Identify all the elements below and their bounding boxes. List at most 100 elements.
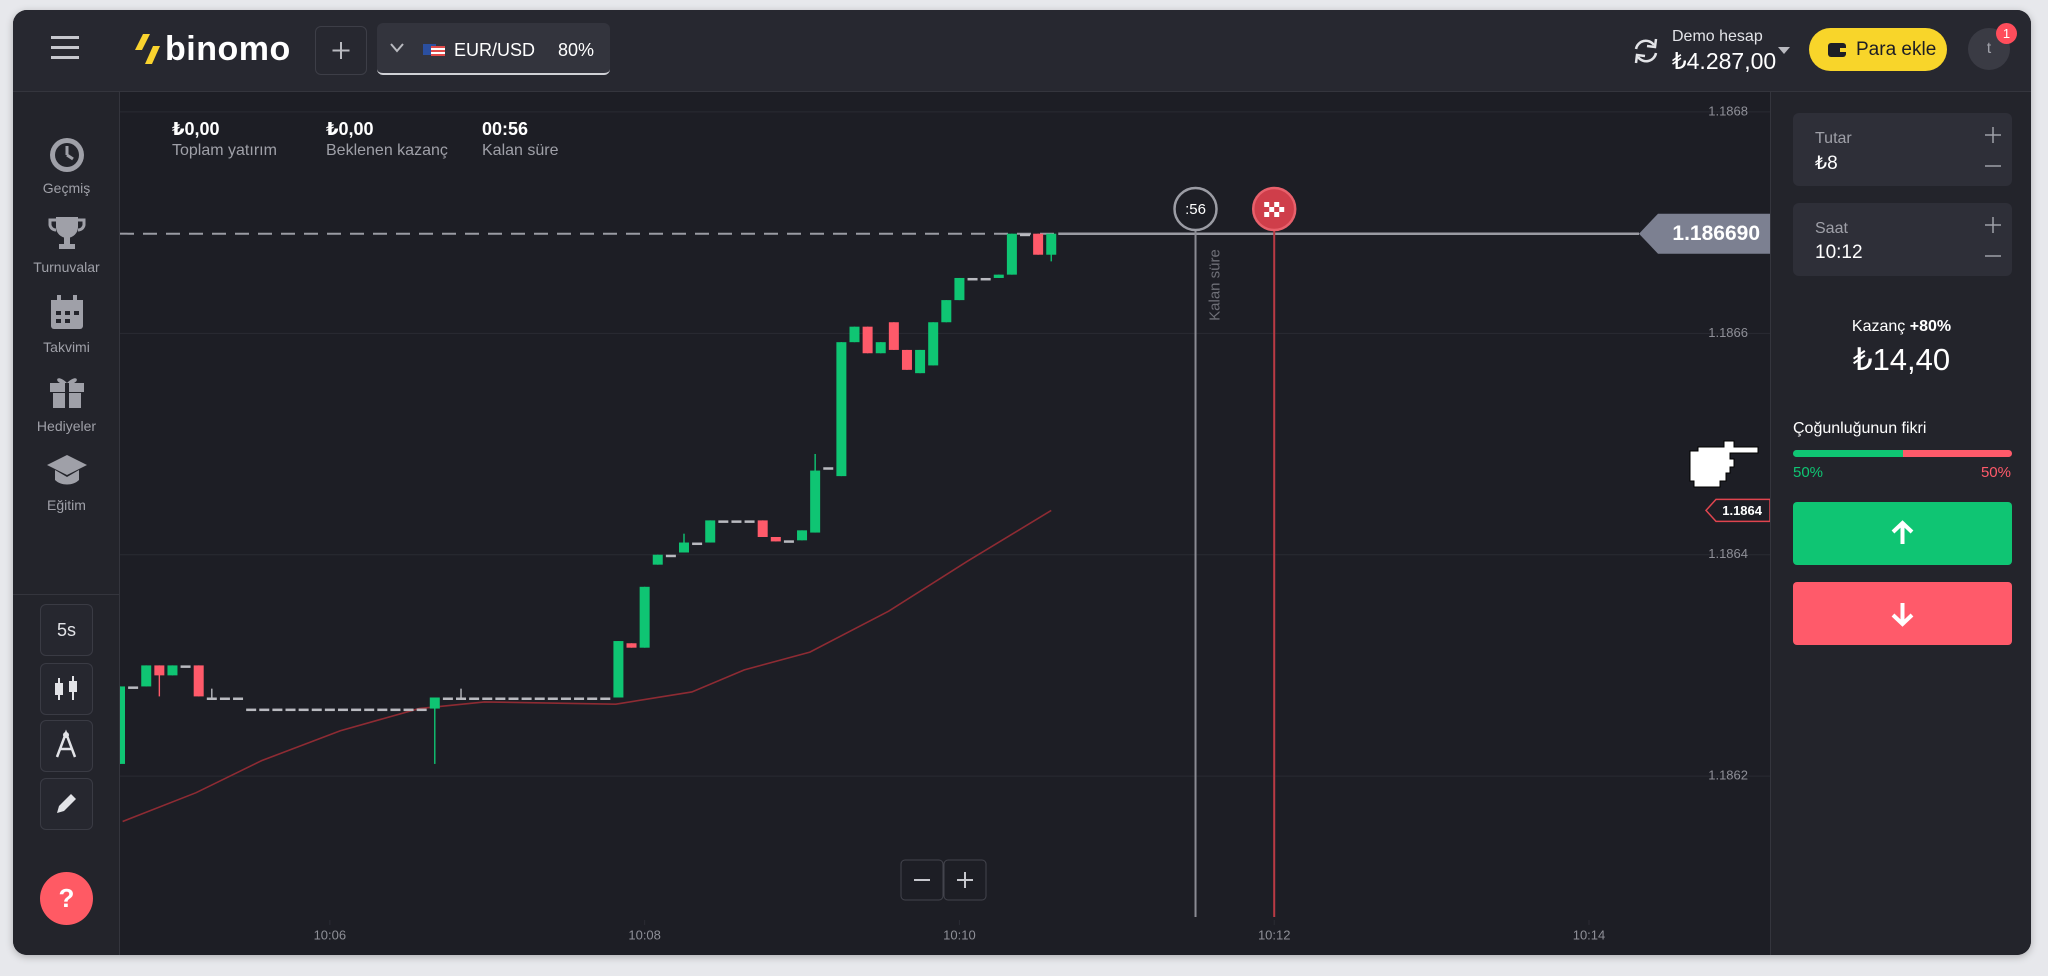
y-tick-label: 1.1868 bbox=[1708, 103, 1748, 118]
plus-icon bbox=[332, 42, 350, 59]
asset-payout: 80% bbox=[557, 40, 594, 60]
candle-body bbox=[1020, 233, 1031, 237]
flag-check bbox=[1274, 212, 1280, 217]
deadline-caption: Kalan süre bbox=[1206, 249, 1223, 321]
candle-body bbox=[705, 520, 716, 543]
profit-value: ₺14,40 bbox=[1852, 342, 1951, 377]
candle-body bbox=[915, 349, 926, 374]
candle-body bbox=[259, 708, 270, 712]
sidebar: Geçmiş Turnuvalar Takvimi Hediyeler Eğit… bbox=[13, 92, 120, 955]
candle-body bbox=[233, 697, 244, 701]
amount-label: Tutar bbox=[1815, 130, 1852, 147]
asset-name: EUR/USD bbox=[454, 40, 536, 60]
candle-body bbox=[180, 665, 191, 668]
amount-input[interactable]: Tutar ₺8 bbox=[1793, 113, 2012, 186]
menu-icon[interactable] bbox=[51, 34, 81, 60]
buy-down-button[interactable] bbox=[1793, 582, 2012, 645]
candle-body bbox=[534, 697, 545, 701]
add-tab-button[interactable] bbox=[315, 26, 367, 75]
calendar-icon[interactable] bbox=[48, 294, 86, 332]
history-icon[interactable] bbox=[48, 136, 86, 174]
candle-body bbox=[560, 697, 571, 701]
candle-body bbox=[482, 697, 493, 701]
candle-body bbox=[442, 697, 453, 701]
logo-text: binomo bbox=[165, 30, 291, 68]
chart-type-button[interactable] bbox=[40, 663, 93, 715]
indicators-icon bbox=[55, 729, 77, 758]
arrow-up-icon bbox=[1891, 520, 1914, 544]
time-value: 10:12 bbox=[1815, 242, 1863, 263]
flag-check bbox=[1264, 202, 1270, 207]
candle-body bbox=[547, 697, 558, 701]
asset-icons bbox=[390, 43, 445, 56]
flag-check bbox=[1264, 212, 1270, 217]
y-tick-label: 1.1864 bbox=[1708, 546, 1748, 561]
candle-body bbox=[1046, 233, 1057, 255]
wallet-icon bbox=[1828, 43, 1846, 57]
candle-body bbox=[862, 326, 873, 354]
candle-body bbox=[757, 520, 768, 537]
nav-label[interactable]: Geçmiş bbox=[42, 180, 91, 196]
moving-average bbox=[122, 509, 1052, 823]
nav-label[interactable]: Hediyeler bbox=[36, 418, 97, 434]
candle-body bbox=[298, 708, 309, 712]
stepper-icons[interactable] bbox=[1983, 213, 2003, 269]
account-balance: ₺4.287,00 bbox=[1672, 48, 1777, 74]
candle-body bbox=[797, 530, 808, 541]
ma-tag-label: 1.1864 bbox=[1722, 503, 1763, 518]
account-label: Demo hesap bbox=[1672, 28, 1763, 45]
drawing-button[interactable] bbox=[40, 778, 93, 830]
deposit-label: Para ekle bbox=[1856, 39, 1937, 60]
nav-label[interactable]: Turnuvalar bbox=[33, 259, 100, 275]
sentiment-segment bbox=[1902, 450, 2012, 457]
candle-body bbox=[193, 665, 204, 697]
candle-body bbox=[823, 467, 834, 470]
candle-body bbox=[652, 554, 663, 565]
candle-body bbox=[1006, 233, 1017, 275]
gifts-icon[interactable] bbox=[48, 372, 86, 410]
candle-body bbox=[351, 708, 362, 712]
account-caret[interactable] bbox=[1777, 46, 1791, 56]
tournaments-icon[interactable] bbox=[48, 214, 86, 252]
candle-body bbox=[128, 686, 139, 689]
candle-body bbox=[495, 697, 506, 701]
x-tick-label: 10:08 bbox=[628, 927, 661, 942]
candle-body bbox=[324, 708, 335, 712]
candle-body bbox=[836, 342, 847, 477]
trade-panel: Tutar ₺8 Saat 10:12 Kazanç +80% ₺14,40 Ç… bbox=[1770, 92, 2031, 955]
asset-tab[interactable]: EUR/USD 80% bbox=[377, 23, 610, 75]
candle-body bbox=[967, 277, 978, 281]
candle-body bbox=[888, 322, 899, 350]
buy-up-button[interactable] bbox=[1793, 502, 2012, 565]
notification-badge: 1 bbox=[1996, 23, 2017, 44]
stat-value: ₺0,00 bbox=[172, 119, 220, 139]
help-button[interactable]: ? bbox=[40, 872, 93, 925]
zoom-controls bbox=[900, 859, 987, 901]
education-icon[interactable] bbox=[46, 452, 88, 490]
candle-body bbox=[665, 554, 676, 558]
candle-body bbox=[154, 665, 165, 676]
indicators-button[interactable] bbox=[40, 720, 93, 772]
candle-body bbox=[639, 586, 650, 648]
sidebar-divider bbox=[13, 594, 119, 595]
chart-area: 1.1868 1.1866 1.1864 1.1862 10:06 10:08 10:10 1… bbox=[120, 92, 1770, 955]
time-input[interactable]: Saat 10:12 bbox=[1793, 203, 2012, 276]
timeframe-button[interactable]: 5s bbox=[40, 604, 93, 656]
x-tick-label: 10:10 bbox=[943, 927, 976, 942]
candle-body bbox=[219, 697, 230, 701]
deposit-button[interactable]: Para ekle bbox=[1809, 28, 1947, 71]
candle-body bbox=[993, 274, 1004, 278]
refresh-icon[interactable] bbox=[1631, 36, 1661, 66]
candle-body bbox=[901, 349, 912, 370]
flag-check bbox=[1274, 202, 1280, 207]
nav-label[interactable]: Eğitim bbox=[47, 497, 86, 513]
x-tick-label: 10:14 bbox=[1573, 927, 1606, 942]
candle-body bbox=[403, 708, 414, 712]
candle-body bbox=[941, 300, 952, 323]
nav-label[interactable]: Takvimi bbox=[43, 339, 90, 355]
candle-body bbox=[390, 708, 401, 712]
stepper-icons[interactable] bbox=[1983, 123, 2003, 179]
logo-icon bbox=[135, 34, 160, 64]
stat-label: Kalan süre bbox=[482, 142, 559, 159]
